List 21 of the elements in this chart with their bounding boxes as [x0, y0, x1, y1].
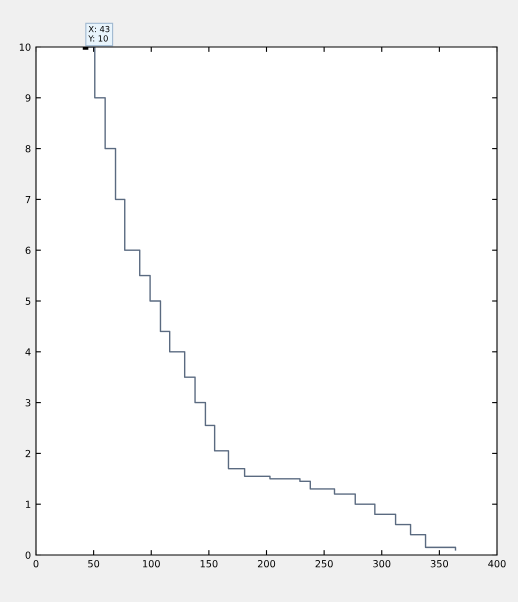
x-tick-label: 100 — [143, 560, 160, 568]
y-tick-label: 4 — [25, 348, 31, 356]
y-tick-label: 0 — [26, 551, 30, 559]
x-tick-label: 350 — [430, 560, 448, 568]
x-tick-label: 0 — [34, 560, 38, 568]
y-tick-label: 1 — [26, 500, 30, 508]
y-tick-label: 7 — [26, 196, 30, 204]
y-tick-label: 8 — [26, 145, 30, 152]
x-tick-label: 150 — [200, 560, 218, 568]
y-tick-label: 10 — [20, 43, 30, 51]
x-tick-label: 50 — [88, 560, 100, 568]
x-tick-label: 400 — [488, 560, 506, 568]
y-tick-label: 5 — [26, 298, 30, 305]
y-tick-label: 2 — [26, 450, 30, 458]
x-tick-label: 200 — [258, 560, 276, 568]
annotation: X: 43 Y: 10 — [88, 26, 110, 42]
x-tick-label: 300 — [373, 560, 390, 568]
x-tick-label: 250 — [316, 560, 333, 568]
y-tick-label: 9 — [26, 94, 30, 102]
y-tick-label: 6 — [26, 246, 31, 254]
y-tick-label: 3 — [26, 399, 30, 406]
